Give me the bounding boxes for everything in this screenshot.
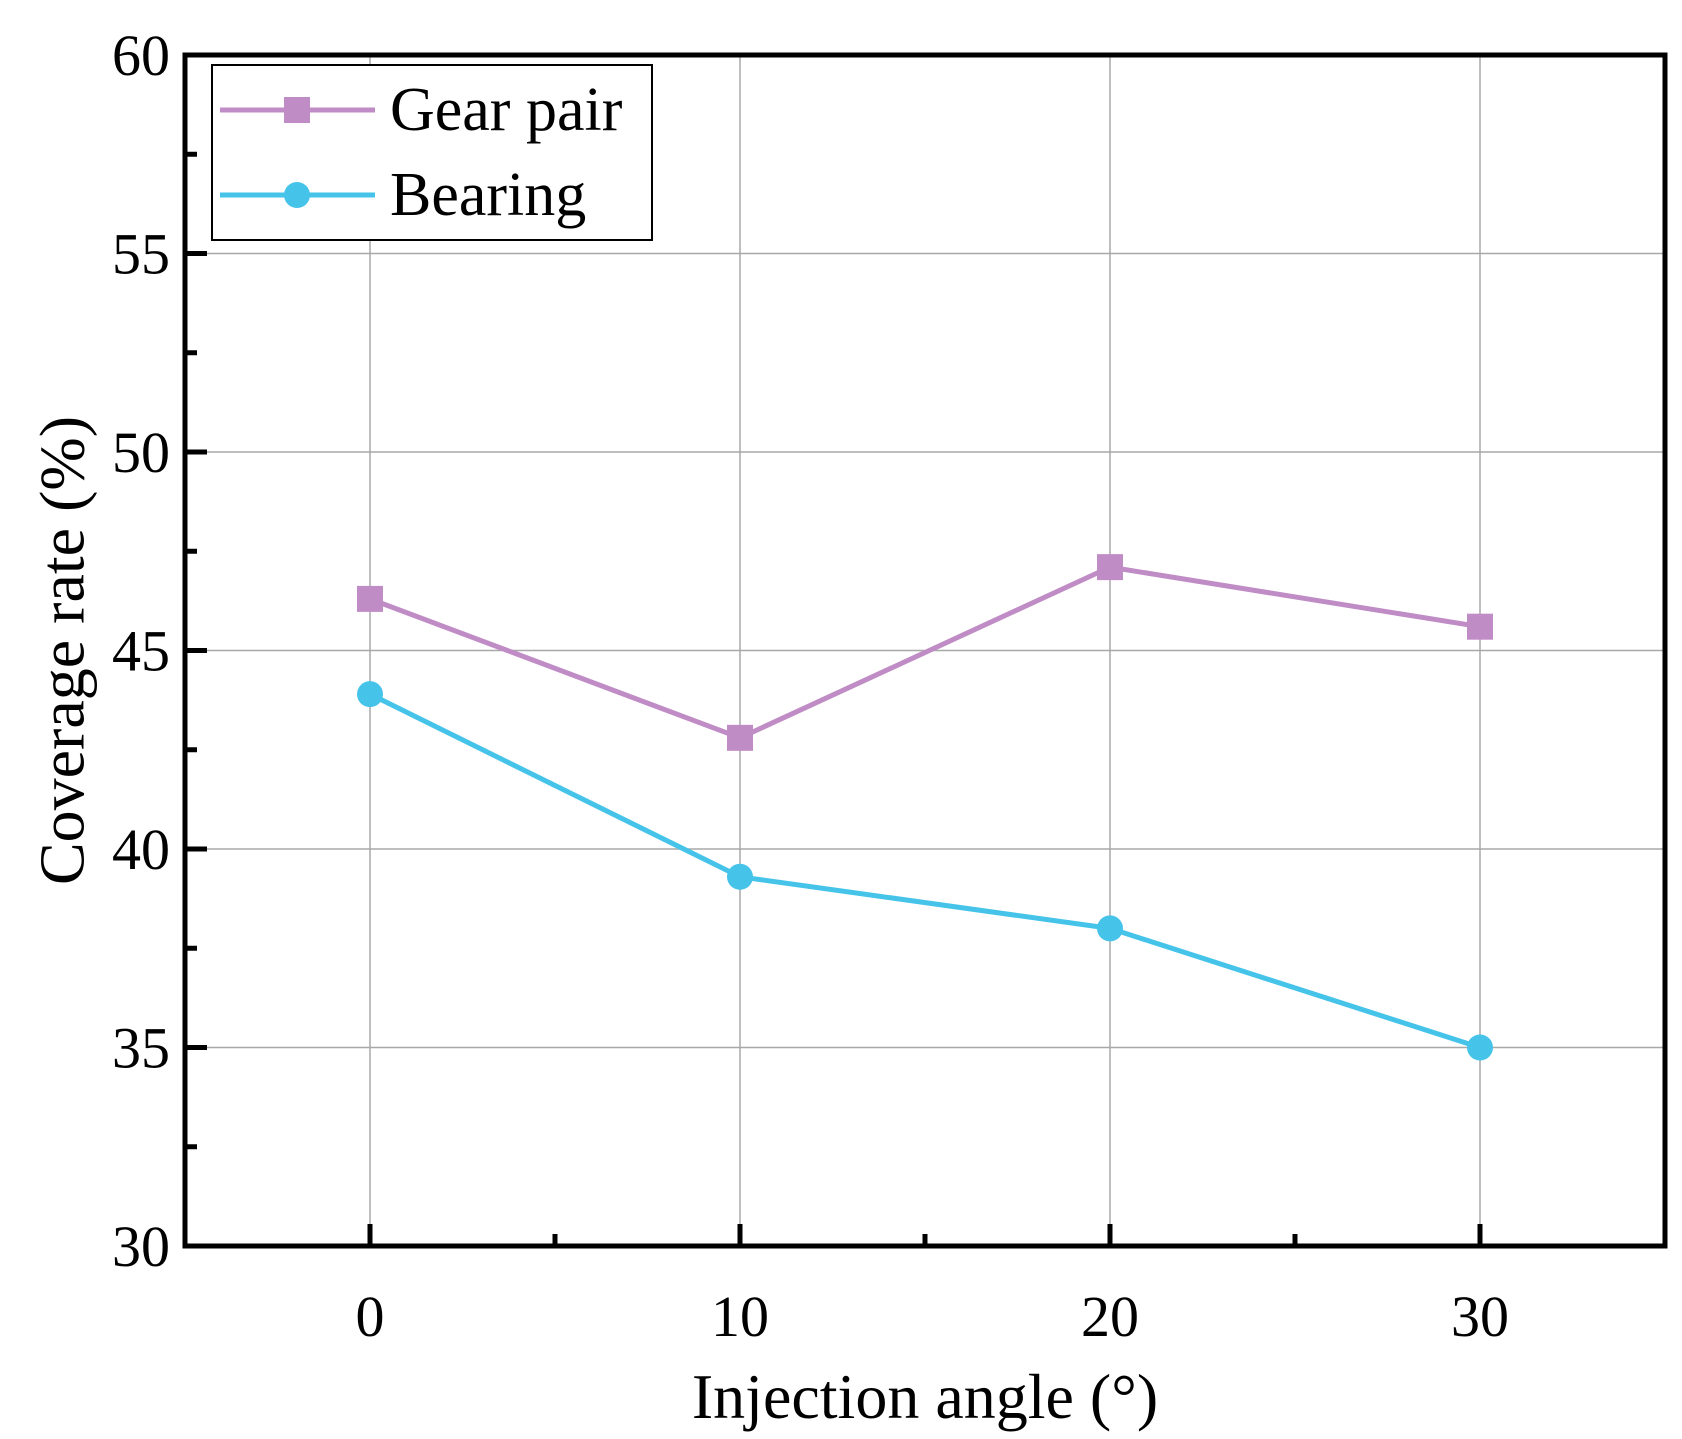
legend-marker	[284, 97, 310, 123]
x-tick-label: 30	[1451, 1284, 1509, 1349]
legend-label: Bearing	[390, 161, 586, 229]
legend: Gear pair Bearing	[211, 64, 653, 241]
legend-items: Gear pair Bearing	[220, 76, 623, 229]
series-gear-pair	[357, 554, 1493, 751]
y-tick-label: 60	[112, 23, 170, 88]
y-tick-label: 40	[112, 817, 170, 882]
y-tick-label: 35	[112, 1016, 170, 1081]
bearing-point	[727, 863, 753, 890]
bearing-point	[357, 681, 383, 708]
y-tick-label: 55	[112, 222, 170, 287]
series-bearing	[357, 681, 1493, 1061]
legend-item-gear-pair: Gear pair	[220, 76, 623, 144]
bearing-point	[1467, 1034, 1493, 1061]
gear-pair-line	[369, 564, 1481, 741]
x-tick-label: 0	[356, 1284, 385, 1349]
x-tick-label: 10	[711, 1284, 769, 1349]
gear-pair-point	[1097, 554, 1123, 581]
legend-box	[211, 64, 653, 241]
y-axis-label: Coverage rate (%)	[27, 416, 98, 885]
ticks: 0 10 20 30 30 35 40 45 50 55 60	[112, 23, 1509, 1349]
legend-label: Gear pair	[390, 76, 623, 144]
gear-pair-point	[727, 724, 753, 751]
y-tick-label: 30	[112, 1214, 170, 1279]
gear-pair-point	[357, 585, 383, 612]
x-tick-label: 20	[1081, 1284, 1139, 1349]
bearing-line	[368, 691, 1481, 1050]
y-tick-label: 50	[112, 420, 170, 485]
y-tick-label: 45	[112, 619, 170, 684]
gear-pair-point	[1467, 613, 1493, 640]
legend-marker	[284, 182, 310, 208]
series-layer	[357, 554, 1493, 1061]
legend-item-bearing: Bearing	[220, 161, 586, 229]
bearing-point	[1097, 915, 1123, 942]
x-axis-label: Injection angle (°)	[692, 1361, 1158, 1432]
